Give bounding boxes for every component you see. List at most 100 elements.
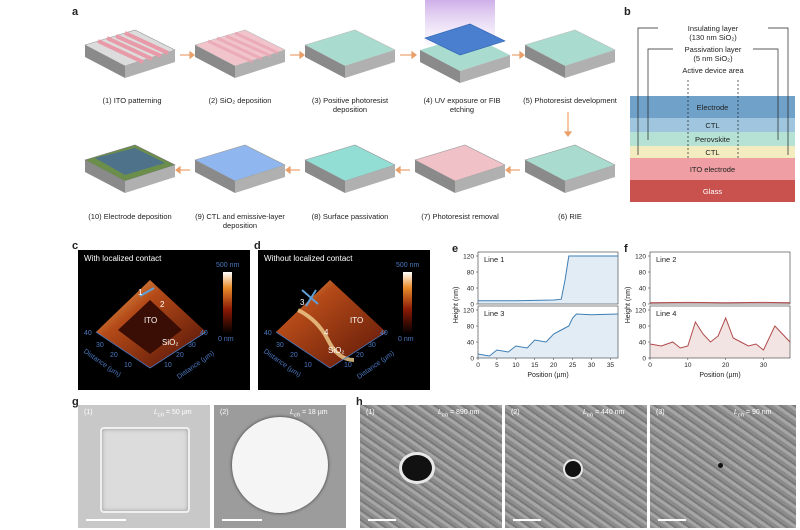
chip-step-9 — [194, 144, 286, 193]
afm-c-scale-top: 500 nm — [216, 262, 240, 269]
layer-glass-label: Glass — [702, 187, 723, 196]
chip-step-2 — [194, 29, 286, 78]
chip-step-4 — [420, 0, 510, 83]
sem-h2-scalebar — [513, 519, 541, 521]
afm-panel-c: With localized contact 1 2 ITO SiO₂ 500 … — [78, 250, 250, 390]
y-tick-label: 40 — [639, 340, 647, 347]
process-flow-diagram — [84, 0, 616, 193]
afm-d-scale-bottom: 0 nm — [398, 336, 414, 343]
layer-ito — [630, 158, 795, 180]
afm-c-scale-bottom: 0 nm — [218, 336, 234, 343]
sem-g2: (2) Lch = 18 µm — [214, 405, 346, 528]
insulating-detail: (130 nm SiO₂) — [689, 33, 737, 42]
layer-electrode-label: Electrode — [696, 103, 729, 112]
chart-frame — [649, 251, 791, 305]
afm-c-title: With localized contact — [84, 254, 162, 263]
chip-step-3 — [304, 29, 396, 78]
y-tick-label: 0 — [470, 356, 474, 363]
afm-d-scale-top: 500 nm — [396, 262, 420, 269]
sem-h2-index: (2) — [511, 409, 520, 416]
chart-frame — [477, 305, 619, 359]
afm-d-tick-40: 40 — [264, 330, 272, 337]
y-tick-label: 120 — [463, 308, 474, 315]
layer-ito-label: ITO electrode — [689, 165, 736, 174]
y-tick-label: 40 — [639, 286, 647, 293]
series-area — [478, 256, 618, 304]
series-title: Line 1 — [484, 255, 504, 264]
y-tick-label: 0 — [470, 302, 474, 309]
layer-ctl-top — [630, 118, 795, 132]
step-caption-4: (4) UV exposure or FIB etching — [423, 96, 501, 114]
afm-c-marker-2: 2 — [160, 300, 165, 309]
afm-c-tick-r20: 20 — [176, 352, 184, 359]
sem-h1-index: (1) — [366, 409, 375, 416]
panel-letter-b: b — [624, 6, 631, 18]
x-tick-label: 30 — [588, 362, 596, 369]
afm-d-surface — [275, 272, 412, 369]
square-contact-opening — [100, 427, 190, 513]
y-axis-label: Height (nm) — [453, 287, 460, 324]
series-area — [478, 314, 618, 358]
sem-h3-index: (3) — [656, 409, 665, 416]
sem-h3-size: Lch = 90 nm — [734, 409, 772, 419]
x-tick-label: 0 — [476, 362, 480, 369]
layer-glass — [630, 180, 795, 202]
chip-step-8 — [304, 144, 396, 193]
step-caption-8: (8) Surface passivation — [311, 212, 389, 221]
x-tick-label: 20 — [722, 362, 730, 369]
passivation-label: Passivation layer — [684, 45, 742, 54]
active-area-label: Active device area — [682, 66, 744, 75]
x-tick-label: 25 — [569, 362, 577, 369]
step-caption-7: (7) Photoresist removal — [421, 212, 499, 221]
chip-step-1 — [84, 29, 176, 78]
layer-ctl-bottom — [630, 146, 795, 158]
series-title: Line 2 — [656, 255, 676, 264]
series-line — [478, 255, 618, 302]
y-axis-label: Height (nm) — [625, 287, 632, 324]
x-tick-label: 20 — [550, 362, 558, 369]
chip-step-10 — [84, 144, 176, 193]
sem-h1: (1) Lch = 890 nm — [360, 405, 502, 528]
chip-step-7 — [414, 144, 506, 193]
afm-c-tick-r40: 40 — [200, 330, 208, 337]
afm-c-tick-30: 30 — [96, 342, 104, 349]
series-title: Line 3 — [484, 309, 504, 318]
panel-letter-g: g — [72, 396, 79, 408]
panel-letter-a: a — [72, 6, 79, 18]
sem-g1-size: Lch = 50 µm — [154, 409, 192, 419]
afm-panel-d: Without localized contact ITO SiO₂ 3 4 5… — [258, 250, 430, 390]
sem-h1-scalebar — [368, 519, 396, 521]
y-tick-label: 80 — [467, 324, 475, 331]
afm-d-tick-30: 30 — [276, 342, 284, 349]
layer-electrode — [630, 96, 795, 118]
afm-d-tick-r30: 30 — [368, 342, 376, 349]
sem-h1-size: Lch = 890 nm — [438, 409, 480, 419]
panel-letter-f: f — [624, 243, 628, 255]
x-tick-label: 10 — [512, 362, 520, 369]
sem-h3: (3) Lch = 90 nm — [650, 405, 796, 528]
afm-d-ito-label: ITO — [350, 316, 364, 325]
x-tick-label: 35 — [607, 362, 615, 369]
panel-letter-e: e — [452, 243, 459, 255]
sem-g2-size: Lch = 18 µm — [290, 409, 328, 419]
afm-c-tick-r10: 10 — [164, 362, 172, 369]
sem-g2-index: (2) — [220, 409, 229, 416]
chip-step-6 — [524, 144, 616, 193]
afm-c-surface — [95, 272, 232, 369]
afm-c-ito-label: ITO — [144, 316, 158, 325]
step-caption-2: (2) SiO₂ deposition — [208, 96, 272, 105]
layer-perovskite — [630, 132, 795, 146]
panel-letter-c: c — [72, 240, 79, 252]
stack-guides — [637, 27, 789, 158]
afm-c-tick-20: 20 — [110, 352, 118, 359]
sem-g1-scalebar — [86, 519, 126, 521]
sem-h2-size: Lch = 440 nm — [583, 409, 625, 419]
afm-d-tick-r40: 40 — [380, 330, 388, 337]
layer-ctl-top-label: CTL — [705, 121, 720, 130]
afm-c-sio-label: SiO₂ — [162, 338, 179, 347]
hole-890nm — [402, 455, 432, 481]
x-axis-label: Position (µm) — [699, 372, 740, 379]
series-area — [650, 318, 790, 358]
